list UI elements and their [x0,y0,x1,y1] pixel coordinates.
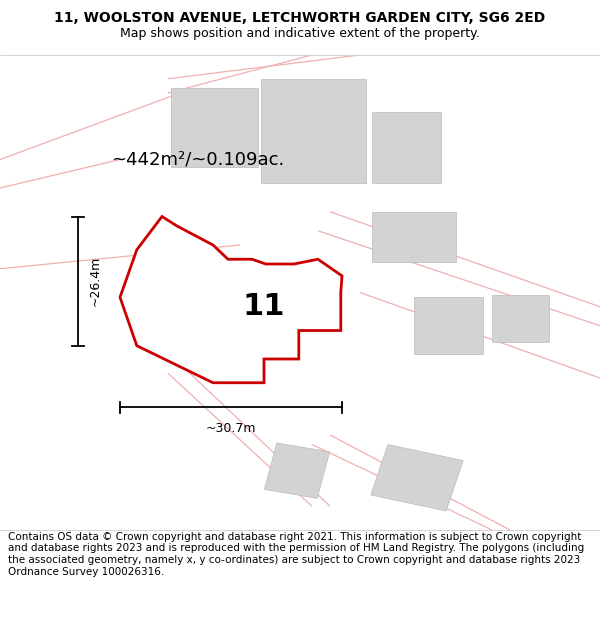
Text: 11, WOOLSTON AVENUE, LETCHWORTH GARDEN CITY, SG6 2ED: 11, WOOLSTON AVENUE, LETCHWORTH GARDEN C… [55,11,545,25]
Polygon shape [371,444,463,511]
Text: ~442m²/~0.109ac.: ~442m²/~0.109ac. [111,151,284,169]
Text: Contains OS data © Crown copyright and database right 2021. This information is : Contains OS data © Crown copyright and d… [8,532,584,577]
Bar [261,79,366,183]
Polygon shape [265,443,329,498]
Text: ~26.4m: ~26.4m [89,256,102,306]
Text: ~30.7m: ~30.7m [206,422,256,435]
Bar [372,212,456,262]
Text: Map shows position and indicative extent of the property.: Map shows position and indicative extent… [120,27,480,39]
Polygon shape [120,216,342,382]
Bar [492,295,549,343]
Bar [372,112,441,183]
Text: 11: 11 [243,292,285,321]
Bar [171,88,258,167]
Bar [414,298,483,354]
